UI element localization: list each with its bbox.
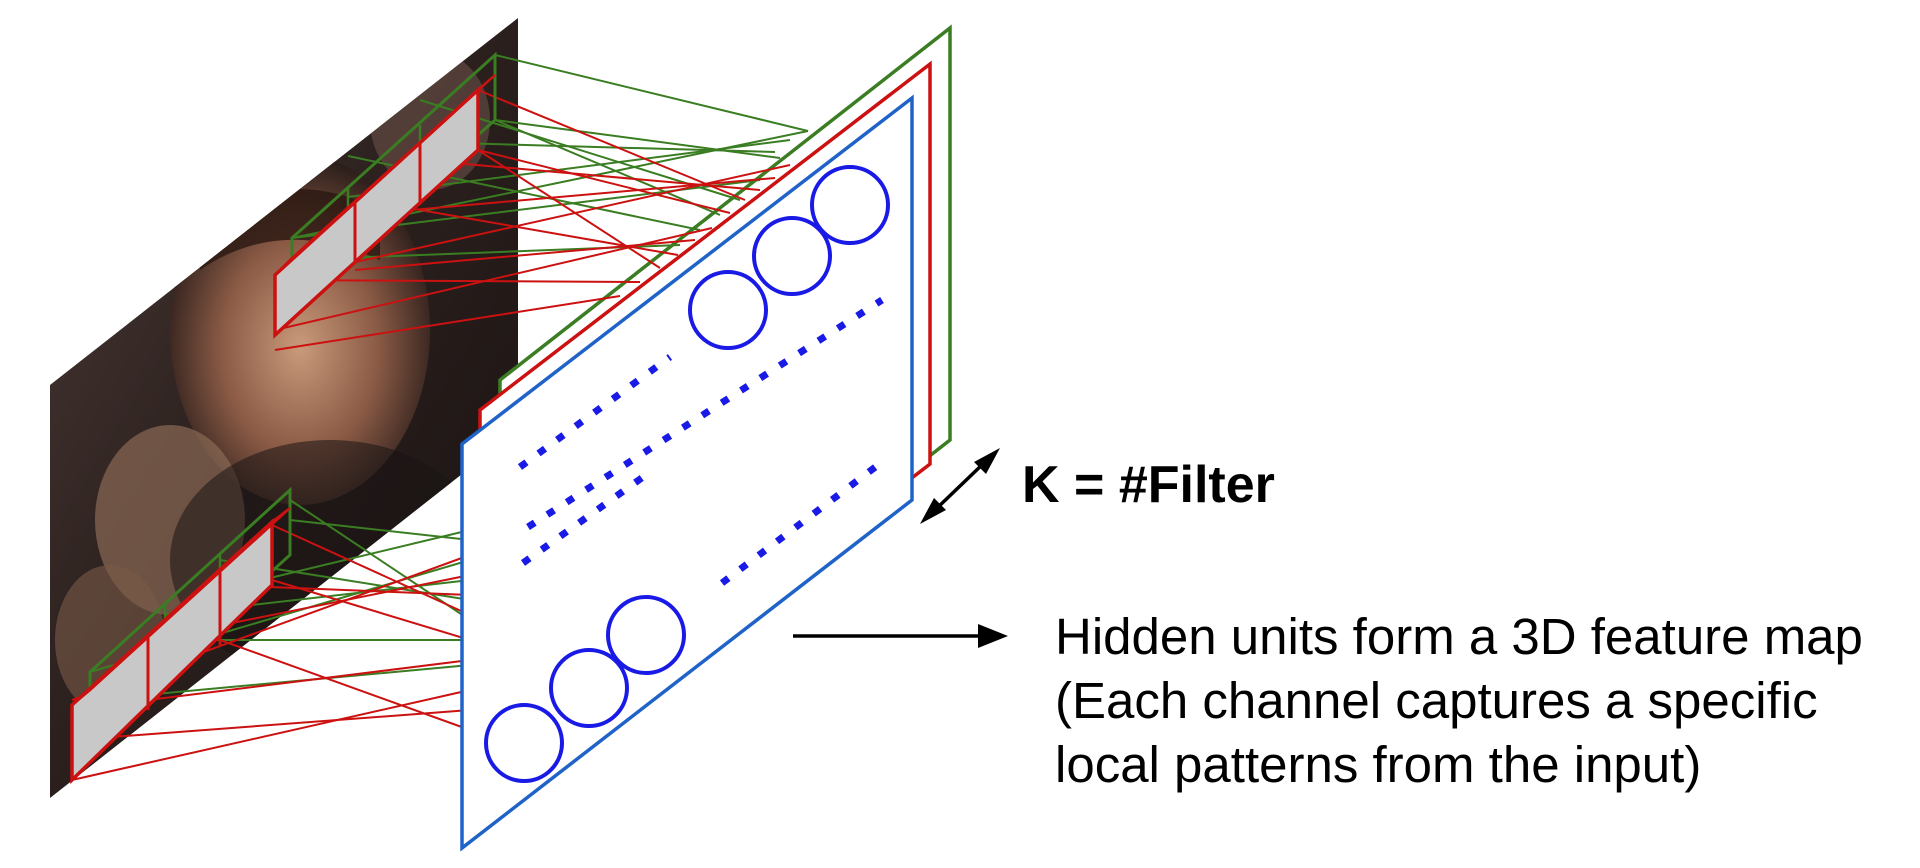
description-line-2: (Each channel captures a specific — [1055, 672, 1818, 729]
filter-count-label: K = #Filter — [1022, 456, 1275, 514]
hidden-unit — [549, 648, 629, 728]
hidden-units — [484, 165, 890, 783]
description-line-3: local patterns from the input) — [1055, 736, 1701, 793]
receptive-field-top — [273, 51, 497, 339]
hidden-unit — [484, 703, 564, 783]
description-line-1: Hidden units form a 3D feature map — [1055, 608, 1863, 665]
hidden-unit — [752, 216, 832, 296]
hidden-unit — [688, 270, 768, 350]
hidden-unit — [810, 165, 890, 245]
hidden-unit — [606, 595, 686, 675]
right-arrow-icon — [793, 624, 1008, 648]
receptive-field-bottom — [70, 486, 292, 785]
feature-map-plane — [460, 94, 914, 852]
ellipsis-dots — [517, 297, 884, 586]
double-arrow-icon — [920, 448, 1000, 524]
